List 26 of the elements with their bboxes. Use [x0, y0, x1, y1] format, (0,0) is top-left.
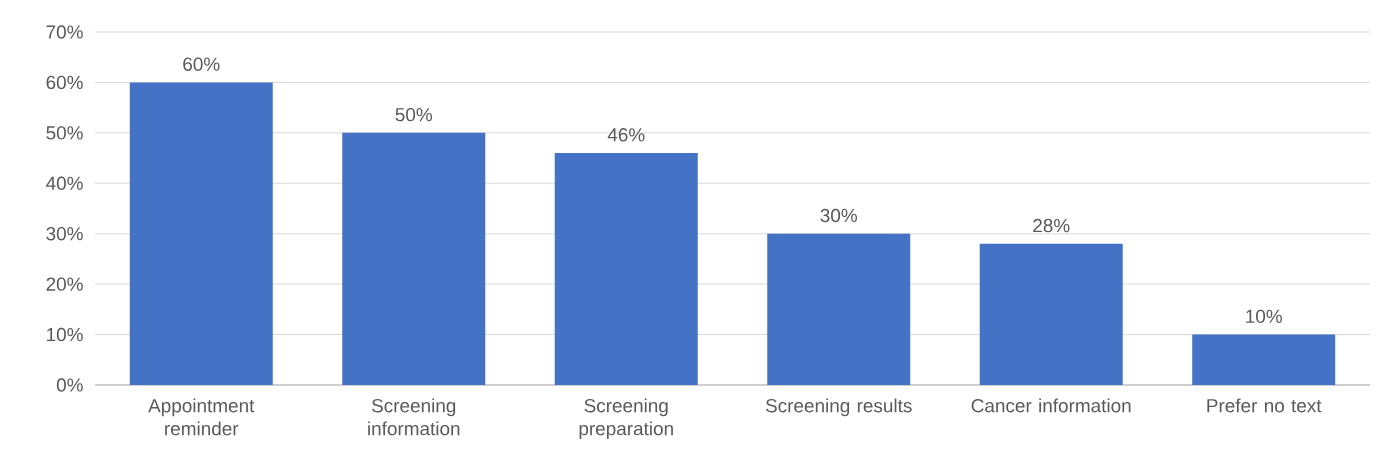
y-tick-label: 60% [46, 75, 83, 90]
data-label: 10% [1246, 309, 1282, 324]
data-label: 28% [1033, 218, 1070, 233]
y-tick-label: 20% [46, 277, 83, 291]
data-label: 60% [183, 57, 220, 71]
bar [129, 82, 273, 385]
data-label: 50% [395, 107, 433, 122]
x-tick-label: Cancer information [971, 398, 1131, 413]
y-tick-label: 0% [56, 378, 83, 392]
data-label: 30% [820, 208, 857, 223]
bar [979, 243, 1123, 385]
bar [342, 132, 486, 385]
x-tick-label: Screening preparation [579, 398, 673, 440]
data-label: 46% [607, 128, 645, 142]
x-tick-label: Screening results [765, 398, 912, 417]
bar [767, 233, 911, 385]
bar [554, 153, 698, 385]
x-tick-label: Screening information [368, 398, 460, 436]
y-tick-label: 10% [47, 327, 83, 342]
y-tick-label: 70% [46, 25, 83, 39]
y-tick-label: 50% [46, 126, 83, 140]
x-tick-label: Prefer no text [1207, 398, 1322, 413]
x-tick-label: Appointment reminder [148, 398, 255, 436]
y-tick-label: 40% [46, 176, 83, 190]
bar [1192, 334, 1336, 385]
y-tick-label: 30% [46, 227, 83, 241]
